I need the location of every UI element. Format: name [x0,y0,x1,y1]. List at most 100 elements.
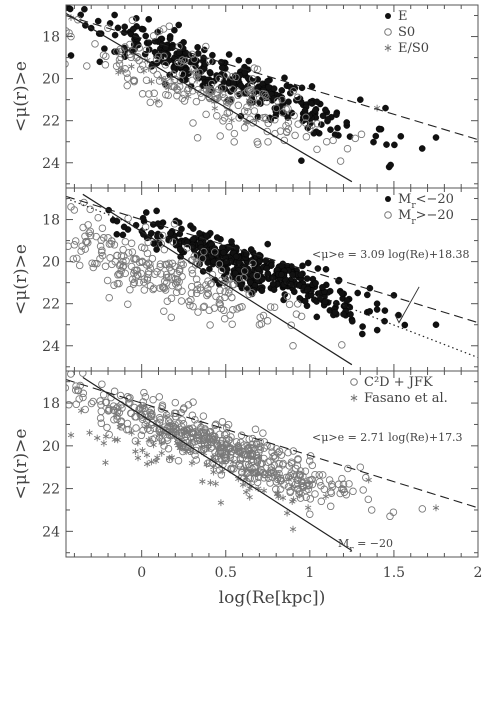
data-point [96,242,105,251]
y-tick-label: 22 [42,114,60,130]
data-point [313,98,321,106]
data-point [224,281,232,290]
data-point [180,404,188,412]
data-point [162,273,171,282]
data-point [381,307,389,314]
legend-marker [385,196,391,202]
data-point [255,453,263,461]
data-point [113,47,121,56]
data-point [143,460,151,468]
data-point [144,238,152,246]
data-point [155,27,164,35]
data-point [42,371,49,378]
data-point [200,436,208,445]
data-point [129,280,138,288]
data-point [351,134,360,143]
data-point [83,62,91,70]
data-point [88,259,96,267]
data-point [299,262,306,270]
data-point [258,276,266,283]
data-point [191,415,199,424]
data-point [97,407,106,416]
data-point [124,214,132,223]
data-point [279,494,287,502]
data-point [126,285,134,294]
data-point [40,190,47,197]
data-point [177,432,186,440]
data-point [263,264,271,272]
data-point [241,466,248,474]
data-point [228,238,235,245]
data-point [158,449,165,457]
data-point [113,230,121,238]
y-tick-label: 24 [42,156,60,172]
data-point [87,399,96,408]
data-point [193,76,201,84]
data-point [175,82,184,91]
data-point [128,63,135,70]
data-point [278,87,286,94]
data-point [274,489,281,497]
data-point [98,246,106,255]
data-point [188,50,196,59]
data-point [343,119,351,126]
data-point [215,260,224,268]
data-point [390,291,398,299]
data-point [103,276,112,285]
data-point [319,112,327,120]
x-axis-label: log(Re[kpc]) [219,588,326,608]
data-point [205,445,213,452]
data-point [191,451,199,459]
data-point [126,399,134,407]
data-point [82,237,90,246]
data-point [397,132,405,140]
data-point [338,485,346,493]
data-point [243,103,251,111]
data-point [263,127,272,136]
data-point [242,119,250,127]
data-point [74,386,82,394]
data-point [94,17,102,25]
data-point [215,466,224,474]
data-point [261,113,270,122]
data-point [118,404,126,412]
data-point [115,270,123,278]
data-point [200,302,209,311]
data-point [176,246,184,253]
data-point [202,110,210,119]
data-point [45,0,51,2]
dashed-line [66,14,478,141]
data-point [322,265,330,273]
data-point [116,270,124,279]
data-point [236,438,245,447]
data-point [278,108,287,117]
data-point [146,260,154,268]
data-point [147,412,155,420]
y-tick-label: 18 [42,213,60,229]
data-point [154,454,161,461]
solid-line [82,193,353,366]
data-point [177,258,186,267]
data-point [183,239,191,246]
data-point [212,480,219,488]
data-point [302,113,310,122]
data-point [259,468,268,477]
data-point [79,371,87,377]
data-point [134,454,142,462]
data-point [278,271,285,278]
y-axis-label: <μ(r)>e [11,61,31,132]
data-point [250,64,258,72]
data-point [260,474,268,482]
data-point [249,259,257,268]
data-point [262,92,270,101]
data-point [66,400,73,409]
data-point [271,115,279,124]
data-point [132,273,140,281]
data-point [262,98,271,106]
data-point [143,274,152,282]
data-point [347,310,354,318]
data-point [217,499,225,507]
data-point [245,57,252,65]
data-point [57,19,64,26]
x-tick-label: 0.5 [215,565,237,581]
